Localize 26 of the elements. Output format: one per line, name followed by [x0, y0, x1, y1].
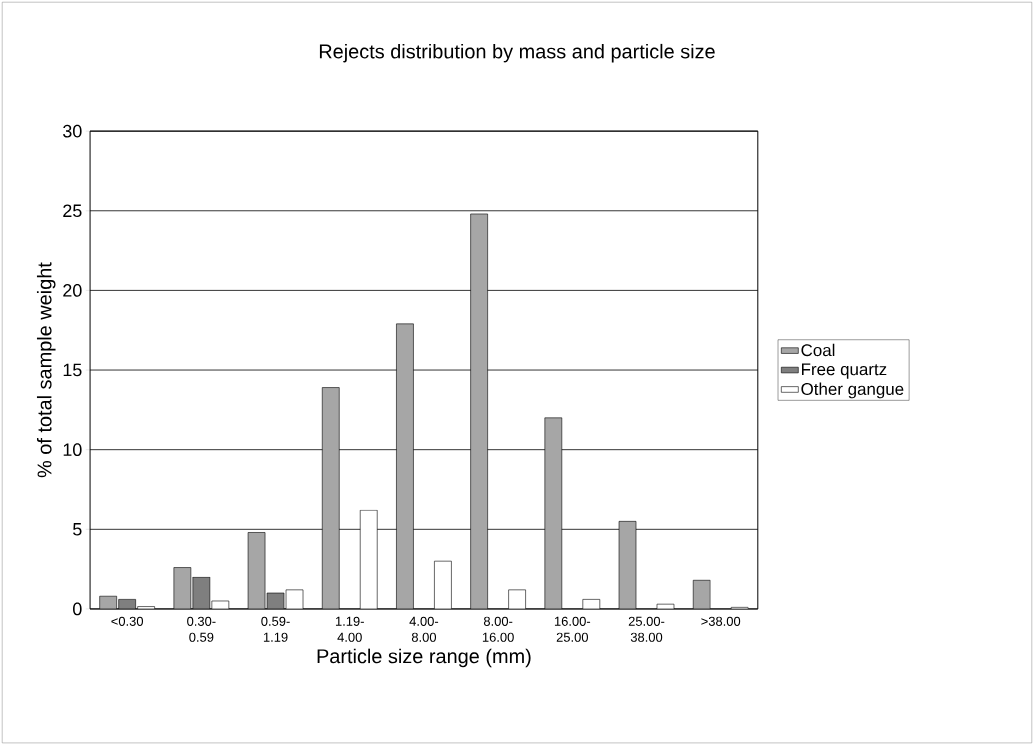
- x-tick-label: 4.00-8.00: [409, 616, 439, 642]
- y-tick-label: 25: [63, 204, 82, 218]
- chart-title: Rejects distribution by mass and particle size: [319, 43, 715, 63]
- y-axis-title: % of total sample weight: [36, 262, 56, 478]
- y-tick-label: 0: [73, 602, 82, 616]
- x-tick-label: <0.30: [111, 616, 144, 626]
- y-tick-label: 15: [63, 363, 82, 377]
- x-tick-label: 8.00-16.00: [482, 616, 514, 642]
- y-tick-label: 20: [63, 284, 82, 297]
- x-tick-label: 0.59-1.19: [261, 616, 290, 642]
- bar: [470, 213, 488, 609]
- legend-label: Free quartz: [802, 363, 887, 379]
- x-tick-label: 0.30-0.59: [187, 616, 216, 642]
- x-axis-title: Particle size range (mm): [317, 648, 531, 668]
- x-tick-label: 16.00-25.00: [554, 616, 591, 642]
- legend-label: Coal: [801, 343, 835, 357]
- x-tick-label: 1.19-4.00: [335, 616, 364, 642]
- legend-label: Other gangue: [801, 382, 904, 399]
- y-tick-label: 5: [73, 523, 82, 536]
- x-tick-label: >38.00: [701, 616, 741, 626]
- y-tick-label: 30: [63, 124, 82, 138]
- bar: [321, 387, 340, 609]
- y-tick-label: 10: [63, 443, 82, 456]
- bar: [544, 417, 563, 609]
- bar: [396, 323, 414, 609]
- x-tick-label: 25.00-38.00: [628, 616, 665, 642]
